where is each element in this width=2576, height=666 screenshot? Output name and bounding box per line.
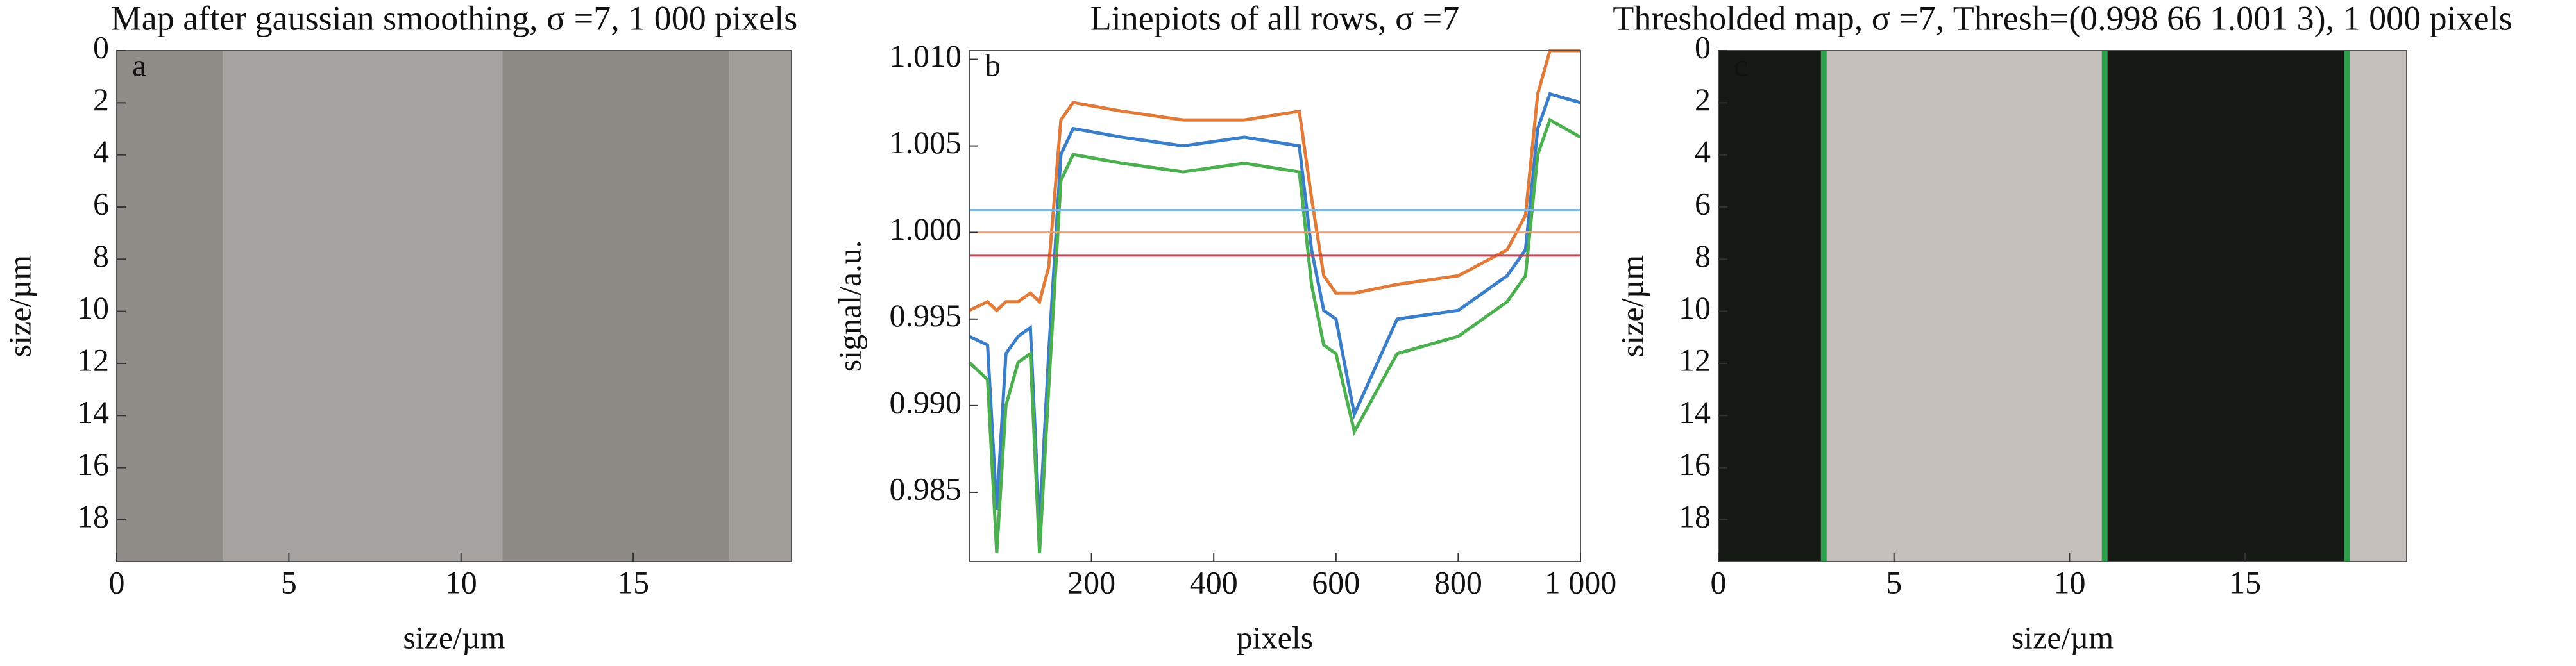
- y-tick-label: 16: [77, 446, 109, 482]
- y-tick-label: 4: [1695, 133, 1711, 169]
- y-axis-label: size/µm: [1, 255, 37, 357]
- x-tick-label: 5: [1886, 564, 1902, 600]
- x-tick-label: 10: [445, 564, 477, 600]
- band: [1718, 51, 1824, 562]
- chart-title: Linepiots of all rows, σ =7: [1090, 0, 1460, 37]
- band: [2346, 51, 2407, 562]
- y-tick-label: 8: [93, 238, 109, 274]
- y-tick-label: 1.000: [890, 211, 962, 247]
- chart-title: Thresholded map, σ =7, Thresh=(0.998 66 …: [1613, 0, 2512, 37]
- band: [117, 51, 224, 562]
- y-tick-label: 18: [1679, 498, 1711, 534]
- y-tick-label: 0: [93, 29, 109, 65]
- x-tick-label: 0: [109, 564, 125, 600]
- y-tick-label: 2: [1695, 81, 1711, 117]
- y-tick-label: 18: [77, 498, 109, 534]
- y-tick-label: 14: [1679, 394, 1711, 430]
- y-tick-label: 10: [1679, 290, 1711, 326]
- chart-title: Map after gaussian smoothing, σ =7, 1 00…: [111, 0, 797, 37]
- y-tick-label: 0.985: [890, 470, 962, 506]
- x-tick-label: 5: [281, 564, 297, 600]
- x-tick-label: 800: [1434, 564, 1482, 600]
- y-tick-label: 0.990: [890, 384, 962, 420]
- y-tick-label: 2: [93, 81, 109, 117]
- x-axis-label: pixels: [1237, 619, 1313, 655]
- plot-frame: [116, 50, 792, 562]
- signal-line: [968, 117, 1582, 553]
- x-tick-label: 1 000: [1545, 564, 1617, 600]
- band: [729, 51, 792, 562]
- plot-frame: [1718, 50, 2407, 562]
- signal-line: [968, 92, 1581, 528]
- y-tick-label: 12: [77, 342, 109, 378]
- band: [1824, 51, 2105, 562]
- panel-label: a: [132, 47, 146, 83]
- x-tick-label: 15: [2229, 564, 2261, 600]
- x-tick-label: 15: [617, 564, 649, 600]
- y-tick-label: 1.010: [890, 38, 962, 74]
- y-tick-label: 8: [1695, 238, 1711, 274]
- y-tick-label: 6: [93, 185, 109, 221]
- y-axis-label: size/µm: [1614, 255, 1650, 357]
- x-axis-label: size/µm: [403, 619, 505, 655]
- band: [2105, 51, 2347, 562]
- x-tick-label: 0: [1711, 564, 1727, 600]
- band: [223, 51, 503, 562]
- x-tick-label: 600: [1312, 564, 1360, 600]
- y-tick-label: 12: [1679, 342, 1711, 378]
- plot-frame: [969, 50, 1581, 562]
- y-tick-label: 1.005: [890, 124, 962, 160]
- y-tick-label: 10: [77, 290, 109, 326]
- y-tick-label: 0: [1695, 29, 1711, 65]
- x-axis-label: size/µm: [2012, 619, 2114, 655]
- x-tick-label: 400: [1190, 564, 1238, 600]
- panel-label: c: [1734, 47, 1748, 83]
- x-tick-label: 10: [2053, 564, 2085, 600]
- x-tick-label: 200: [1067, 564, 1115, 600]
- y-tick-label: 14: [77, 394, 109, 430]
- band: [502, 51, 730, 562]
- panel-label: b: [985, 47, 1001, 83]
- y-tick-label: 16: [1679, 446, 1711, 482]
- y-tick-label: 6: [1695, 185, 1711, 221]
- y-tick-label: 4: [93, 133, 109, 169]
- y-axis-label: signal/a.u.: [831, 240, 867, 372]
- signal-line: [968, 49, 1580, 313]
- y-tick-label: 0.995: [890, 297, 962, 333]
